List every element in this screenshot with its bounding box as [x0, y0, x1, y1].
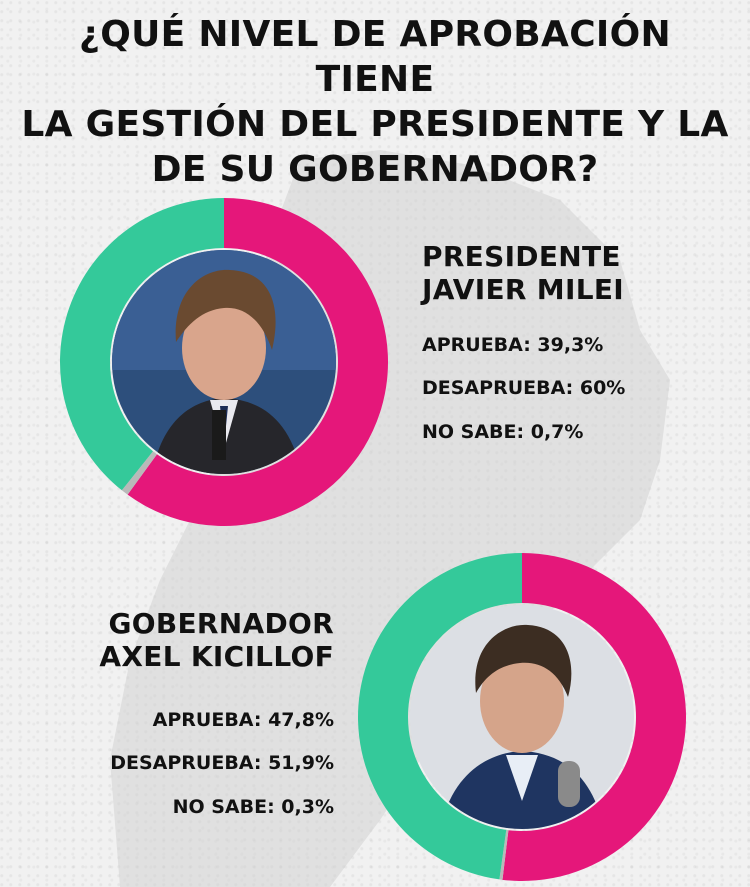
title-line-3: DE SU GOBERNADOR?: [151, 149, 599, 190]
page-title: ¿QUÉ NIVEL DE APROBACIÓN TIENE LA GESTIÓ…: [20, 12, 730, 192]
kicillof-aprueba-label: APRUEBA: 47,8%: [152, 709, 334, 731]
slice-aprueba: [60, 198, 224, 491]
slice-desaprueba: [502, 553, 686, 881]
donut-chart-kicillof: [358, 553, 686, 881]
donut-chart-milei: [60, 198, 388, 526]
chart-title-kicillof: GOBERNADOR AXEL KICILLOF: [99, 607, 334, 673]
slice-no-sabe: [121, 451, 157, 495]
chart-title-milei-line-2: JAVIER MILEI: [422, 273, 624, 306]
milei-photo: [112, 250, 336, 474]
chart-title-milei-line-1: PRESIDENTE: [422, 240, 621, 273]
slice-no-sabe: [499, 829, 509, 880]
title-line-2: LA GESTIÓN DEL PRESIDENTE Y LA: [21, 104, 729, 145]
milei-desaprueba-label: DESAPRUEBA: 60%: [422, 377, 626, 399]
chart-title-kicillof-line-1: GOBERNADOR: [108, 607, 334, 640]
chart-title-kicillof-line-2: AXEL KICILLOF: [99, 640, 334, 673]
kicillof-desaprueba-label: DESAPRUEBA: 51,9%: [110, 752, 334, 774]
kicillof-photo: [410, 605, 634, 829]
title-line-1: ¿QUÉ NIVEL DE APROBACIÓN TIENE: [79, 14, 671, 100]
milei-aprueba-label: APRUEBA: 39,3%: [422, 334, 604, 356]
slice-aprueba: [358, 553, 522, 880]
slice-desaprueba: [127, 198, 388, 526]
chart-title-milei: PRESIDENTE JAVIER MILEI: [422, 240, 624, 306]
milei-no-sabe-label: NO SABE: 0,7%: [422, 421, 584, 443]
kicillof-no-sabe-label: NO SABE: 0,3%: [172, 796, 334, 818]
